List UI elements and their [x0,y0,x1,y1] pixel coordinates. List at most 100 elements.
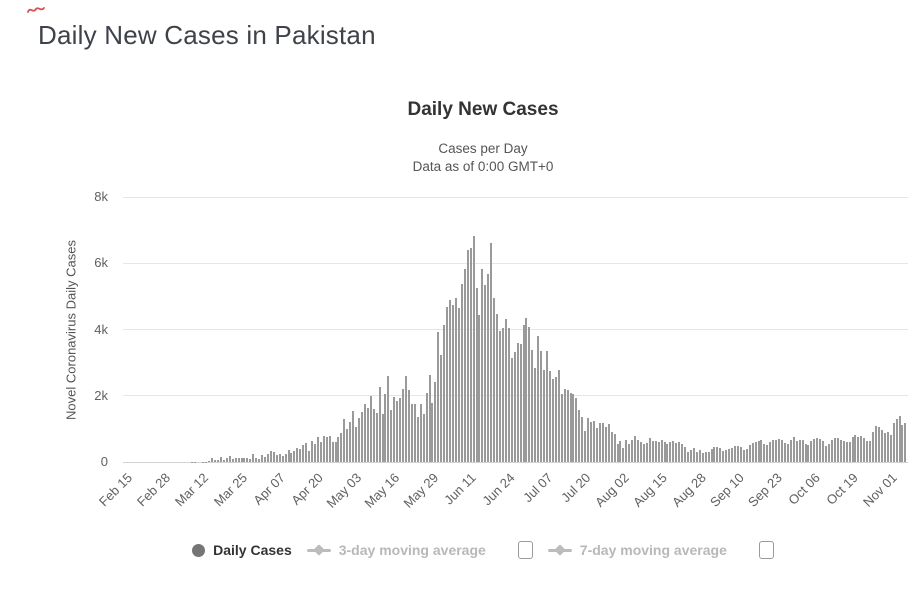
daily-cases-bar[interactable] [416,417,419,462]
legend-item-3day-average[interactable]: 3-day moving average [306,541,533,559]
daily-cases-bar[interactable] [584,431,587,462]
daily-cases-bar[interactable] [675,443,678,462]
daily-cases-bar[interactable] [825,445,828,462]
daily-cases-bar[interactable] [366,407,369,462]
daily-cases-bar[interactable] [734,445,736,462]
daily-cases-bar[interactable] [616,444,619,462]
daily-cases-bar[interactable] [434,381,437,462]
daily-cases-bar[interactable] [569,392,572,462]
daily-cases-bar[interactable] [378,387,381,462]
daily-cases-bar[interactable] [407,390,410,462]
daily-cases-bar[interactable] [766,444,769,462]
daily-cases-bar[interactable] [428,374,431,462]
daily-cases-bar[interactable] [525,318,528,462]
daily-cases-bar[interactable] [275,455,278,462]
daily-cases-bar[interactable] [804,444,807,462]
daily-cases-bar[interactable] [610,432,613,462]
daily-cases-bar[interactable] [296,447,299,462]
daily-cases-bar[interactable] [446,306,449,462]
daily-cases-bar[interactable] [390,409,393,462]
daily-cases-bar[interactable] [516,343,519,462]
daily-cases-bar[interactable] [537,336,540,462]
daily-cases-bar[interactable] [819,439,822,462]
daily-cases-bar[interactable] [775,440,778,462]
daily-cases-bar[interactable] [311,441,313,462]
daily-cases-bar[interactable] [222,460,225,462]
daily-cases-bar[interactable] [772,439,775,462]
daily-cases-bar[interactable] [272,452,275,462]
daily-cases-bar[interactable] [457,308,460,462]
daily-cases-bar[interactable] [581,417,584,462]
daily-cases-bar[interactable] [842,441,845,462]
daily-cases-bar[interactable] [587,417,590,462]
daily-cases-bar[interactable] [560,394,563,462]
daily-cases-bar[interactable] [410,404,413,462]
daily-cases-bar[interactable] [269,450,272,462]
daily-cases-bar[interactable] [798,439,801,462]
daily-cases-bar[interactable] [595,428,598,462]
daily-cases-bar[interactable] [722,450,725,462]
daily-cases-bar[interactable] [601,423,604,462]
daily-cases-bar[interactable] [860,435,863,462]
daily-cases-bar[interactable] [698,450,701,462]
daily-cases-bar[interactable] [813,439,816,462]
daily-cases-bar[interactable] [877,427,880,462]
daily-cases-bar[interactable] [452,305,454,462]
daily-cases-bar[interactable] [593,421,595,462]
daily-cases-bar[interactable] [454,297,457,462]
daily-cases-bar[interactable] [754,441,757,462]
daily-cases-bar[interactable] [246,458,249,462]
daily-cases-bar[interactable] [845,442,848,462]
daily-cases-bar[interactable] [660,439,663,462]
daily-cases-bar[interactable] [769,442,772,462]
daily-cases-bar[interactable] [543,370,546,462]
daily-cases-bar[interactable] [534,367,537,462]
daily-cases-bar[interactable] [739,447,742,462]
daily-cases-bar[interactable] [340,433,343,462]
daily-cases-bar[interactable] [343,419,346,462]
daily-cases-bar[interactable] [478,314,481,462]
daily-cases-bar[interactable] [546,350,548,462]
daily-cases-bar[interactable] [493,298,496,462]
legend-item-7day-average[interactable]: 7-day moving average [547,541,774,559]
daily-cases-bar[interactable] [228,456,231,462]
daily-cases-bar[interactable] [501,328,504,462]
daily-cases-bar[interactable] [637,440,640,462]
daily-cases-bar[interactable] [628,443,631,462]
daily-cases-bar[interactable] [381,413,384,462]
daily-cases-bar[interactable] [851,437,854,462]
daily-cases-bar[interactable] [522,325,525,462]
daily-cases-bar[interactable] [883,432,886,462]
daily-cases-bar[interactable] [731,448,734,462]
daily-cases-bar[interactable] [781,440,783,462]
daily-cases-bar[interactable] [217,459,219,462]
daily-cases-bar[interactable] [484,284,487,462]
daily-cases-bar[interactable] [713,447,716,462]
daily-cases-bar[interactable] [854,434,857,462]
daily-cases-bar[interactable] [657,442,660,462]
daily-cases-bar[interactable] [892,423,895,462]
daily-cases-bar[interactable] [822,441,825,462]
daily-cases-bar[interactable] [830,440,833,462]
daily-cases-bar[interactable] [751,442,754,462]
daily-cases-bar[interactable] [302,444,305,462]
daily-cases-bar[interactable] [848,441,851,462]
daily-cases-bar[interactable] [328,436,331,462]
daily-cases-bar[interactable] [519,344,522,462]
daily-cases-bar[interactable] [287,450,290,462]
daily-cases-bar[interactable] [866,441,869,462]
daily-cases-bar[interactable] [801,440,804,462]
daily-cases-bar[interactable] [490,243,493,462]
daily-cases-bar[interactable] [384,394,387,462]
daily-cases-bar[interactable] [234,458,237,462]
daily-cases-bar[interactable] [496,313,499,462]
daily-cases-bar[interactable] [869,441,872,462]
daily-cases-bar[interactable] [863,438,866,462]
daily-cases-bar[interactable] [469,247,472,462]
daily-cases-bar[interactable] [745,448,748,462]
daily-cases-bar[interactable] [554,376,557,462]
daily-cases-bar[interactable] [551,378,554,462]
daily-cases-bar[interactable] [578,409,581,462]
daily-cases-bar[interactable] [322,435,325,462]
daily-cases-bar[interactable] [319,442,322,462]
